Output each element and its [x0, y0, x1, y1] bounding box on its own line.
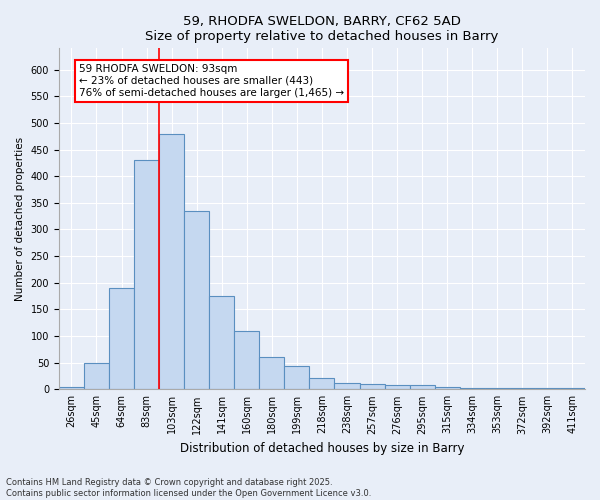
Bar — [159, 134, 184, 390]
Bar — [359, 384, 385, 390]
Y-axis label: Number of detached properties: Number of detached properties — [15, 137, 25, 301]
Bar — [59, 386, 84, 390]
Bar — [109, 288, 134, 390]
Bar — [134, 160, 159, 390]
Bar — [510, 388, 535, 390]
Text: 59 RHODFA SWELDON: 93sqm
← 23% of detached houses are smaller (443)
76% of semi-: 59 RHODFA SWELDON: 93sqm ← 23% of detach… — [79, 64, 344, 98]
Bar — [310, 378, 334, 390]
Bar — [434, 387, 460, 390]
Bar — [284, 366, 310, 390]
X-axis label: Distribution of detached houses by size in Barry: Distribution of detached houses by size … — [180, 442, 464, 455]
Bar — [460, 388, 485, 390]
Bar — [84, 362, 109, 390]
Bar — [184, 211, 209, 390]
Bar — [334, 384, 359, 390]
Bar — [234, 330, 259, 390]
Bar — [485, 388, 510, 390]
Title: 59, RHODFA SWELDON, BARRY, CF62 5AD
Size of property relative to detached houses: 59, RHODFA SWELDON, BARRY, CF62 5AD Size… — [145, 15, 499, 43]
Bar — [385, 385, 410, 390]
Bar — [560, 388, 585, 390]
Bar — [535, 388, 560, 390]
Bar — [259, 358, 284, 390]
Bar — [209, 296, 234, 390]
Text: Contains HM Land Registry data © Crown copyright and database right 2025.
Contai: Contains HM Land Registry data © Crown c… — [6, 478, 371, 498]
Bar — [410, 385, 434, 390]
